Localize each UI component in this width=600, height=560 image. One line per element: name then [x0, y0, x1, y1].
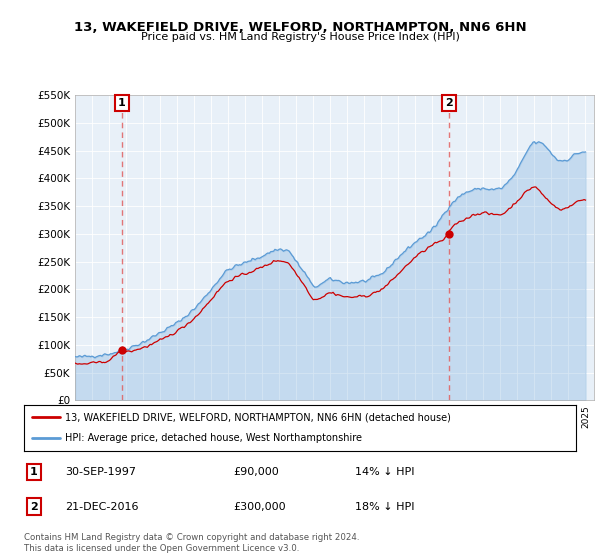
Text: 2: 2	[445, 98, 453, 108]
Text: 30-SEP-1997: 30-SEP-1997	[65, 466, 136, 477]
Text: 21-DEC-2016: 21-DEC-2016	[65, 502, 139, 511]
Text: 1: 1	[118, 98, 125, 108]
Text: Price paid vs. HM Land Registry's House Price Index (HPI): Price paid vs. HM Land Registry's House …	[140, 32, 460, 43]
Text: 13, WAKEFIELD DRIVE, WELFORD, NORTHAMPTON, NN6 6HN: 13, WAKEFIELD DRIVE, WELFORD, NORTHAMPTO…	[74, 21, 526, 34]
Text: £90,000: £90,000	[234, 466, 280, 477]
Text: 1: 1	[30, 466, 38, 477]
Text: 18% ↓ HPI: 18% ↓ HPI	[355, 502, 415, 511]
Text: HPI: Average price, detached house, West Northamptonshire: HPI: Average price, detached house, West…	[65, 433, 362, 444]
Text: 13, WAKEFIELD DRIVE, WELFORD, NORTHAMPTON, NN6 6HN (detached house): 13, WAKEFIELD DRIVE, WELFORD, NORTHAMPTO…	[65, 412, 451, 422]
Text: 14% ↓ HPI: 14% ↓ HPI	[355, 466, 415, 477]
Text: Contains HM Land Registry data © Crown copyright and database right 2024.
This d: Contains HM Land Registry data © Crown c…	[24, 533, 359, 553]
Text: 2: 2	[30, 502, 38, 511]
Text: £300,000: £300,000	[234, 502, 286, 511]
